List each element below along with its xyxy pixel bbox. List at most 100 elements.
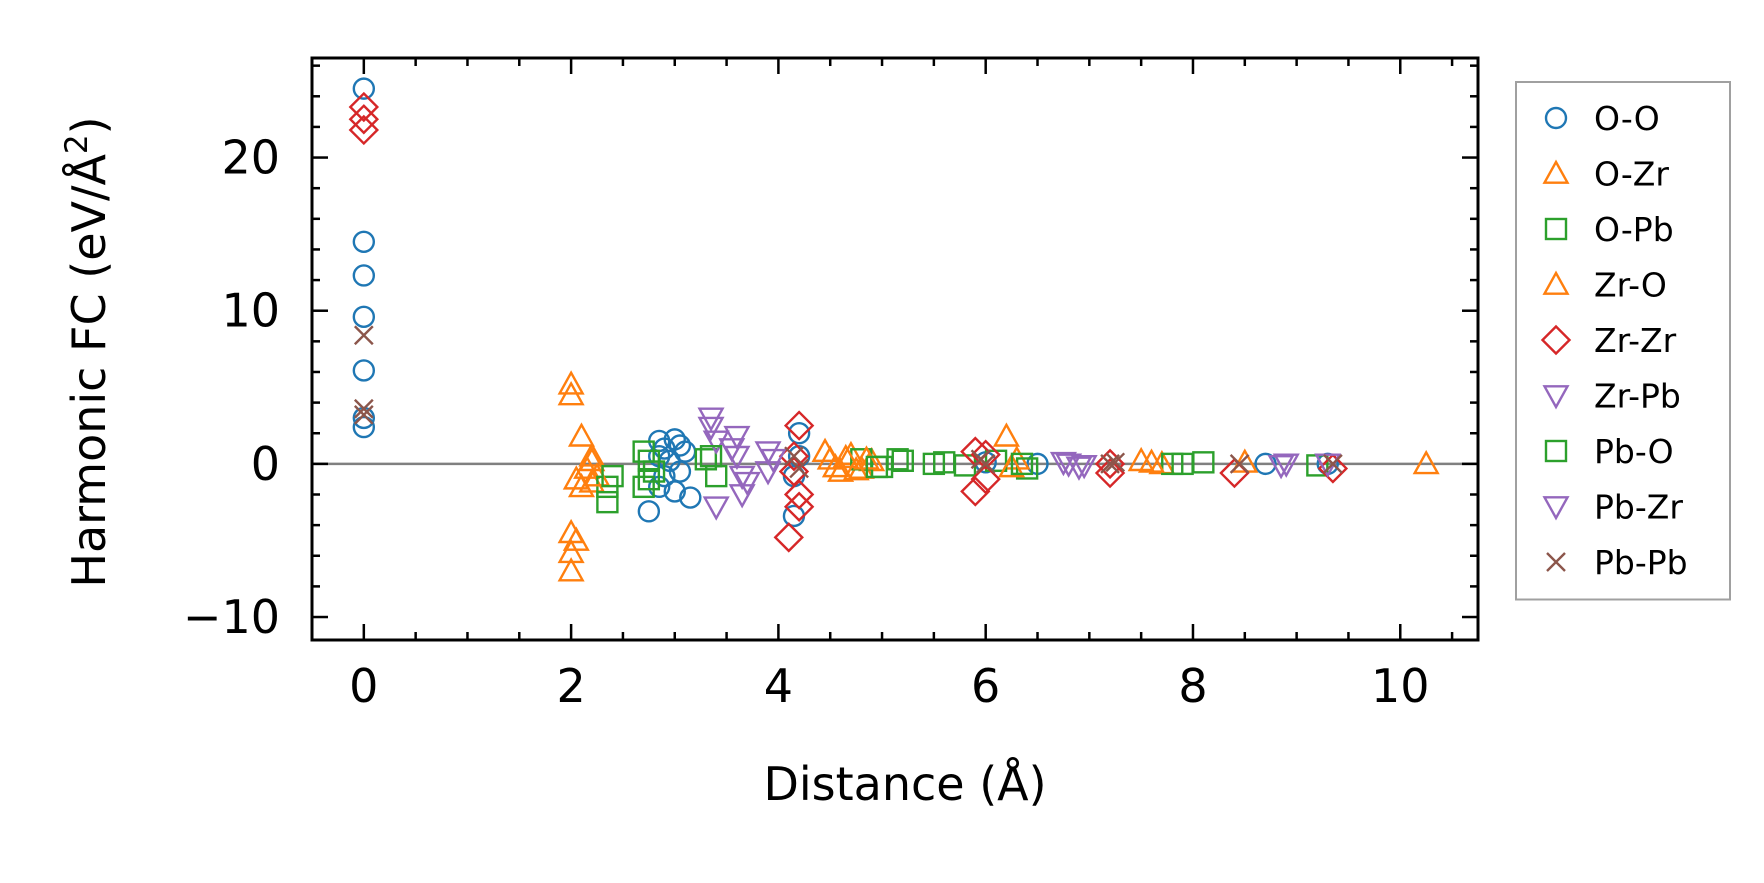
data-point [789,458,809,479]
plot-area [312,58,1478,640]
data-point [1171,452,1194,476]
y-tick-labels: −10 0 10 20 [183,131,280,644]
data-point [783,479,815,510]
data-point [1254,452,1277,476]
data-point [601,464,624,488]
data-point [1070,455,1098,480]
data-point [773,522,804,553]
legend-box [1515,81,1731,601]
x-tick-label: 10 [1371,659,1430,713]
plot-background [312,58,1478,640]
data-point [832,443,860,469]
series-pb-pb [353,325,1343,479]
legend-label: O-O [1594,99,1660,138]
data-point [787,422,811,445]
data-point [352,77,376,100]
data-point [783,491,815,522]
x-tick-label: 4 [764,659,793,713]
data-point [784,446,804,467]
data-point [1137,448,1166,473]
legend-marker [1540,324,1572,356]
legend-entry: Zr-O [1542,266,1667,305]
data-point [960,476,991,507]
data-point [718,438,746,463]
data-point [352,359,376,382]
data-point [1055,453,1083,478]
x-tick-label: 0 [349,659,378,713]
legend: O-O O-Zr O-Pb Zr-O Zr-Zr Zr-Pb Pb-O Pb-Zr Pb-Pb [1515,81,1731,601]
legend-entry: Pb-Zr [1542,488,1683,527]
data-point [1272,453,1300,478]
legend-marker [1542,385,1570,410]
legend-label: Zr-Pb [1594,377,1681,416]
legend-entry: O-Zr [1542,155,1669,194]
legend-label: O-Pb [1594,210,1674,249]
legend-marker [1542,496,1570,521]
data-point [578,446,606,472]
data-point [352,264,376,287]
legend-marker [1542,270,1570,295]
data-point [353,405,374,425]
data-point [723,425,751,451]
data-point [637,500,661,523]
data-point [891,449,914,473]
data-point [1094,457,1126,489]
data-point [970,463,1001,495]
data-point [567,422,596,447]
data-point [348,104,380,135]
legend-entry: Zr-Pb [1542,377,1681,416]
data-point [352,305,376,329]
data-point [578,442,606,467]
data-point [668,434,692,457]
legend-label: Pb-O [1594,432,1674,471]
data-point [933,451,956,474]
data-point [998,452,1026,478]
legend-label: Pb-Pb [1594,543,1688,582]
y-tick-label: 0 [251,437,280,491]
data-point [702,496,730,521]
y-tick-label: −10 [183,590,280,644]
legend-entry: Pb-O [1544,432,1674,471]
data-point [596,490,619,514]
data-point [557,557,585,582]
legend-marker [1544,217,1568,241]
data-point [642,460,666,483]
legend-label: Pb-Zr [1594,488,1683,527]
data-point [353,398,374,419]
plot-frame [310,56,1480,642]
legend-entry: Zr-Zr [1540,321,1677,360]
data-point [827,457,855,482]
data-point [733,471,761,497]
data-point [1317,453,1349,484]
data-point [1100,454,1120,474]
data-point [992,422,1020,447]
data-point [1065,456,1093,481]
x-tick-label: 2 [556,659,585,713]
legend-marker [1544,439,1568,463]
legend-marker [1542,159,1570,184]
data-markers [348,77,1440,582]
x-axis-label: Distance (Å) [763,757,1046,811]
series-pb-o [601,445,1194,491]
data-point [886,448,909,471]
data-point [679,486,702,509]
data-point [348,114,380,146]
x-tick-label: 8 [1178,659,1207,713]
data-point [352,415,376,439]
legend-label: O-Zr [1594,155,1669,194]
data-point [348,91,380,123]
y-axis-label: Harmonic FC (eV/Å2) [59,116,116,587]
legend-entry: Pb-Pb [1546,543,1688,582]
axes-frame [310,56,1480,642]
series-zr-pb [697,407,1342,521]
data-point [637,467,661,491]
data-point [557,370,585,395]
legend-marker [1546,552,1566,572]
legend-marker [1544,106,1568,130]
data-point [975,454,996,474]
data-point [1412,449,1440,475]
y-tick-label: 10 [221,284,280,338]
x-tick-label: 6 [971,659,1000,713]
legend-label: Zr-O [1594,266,1667,305]
